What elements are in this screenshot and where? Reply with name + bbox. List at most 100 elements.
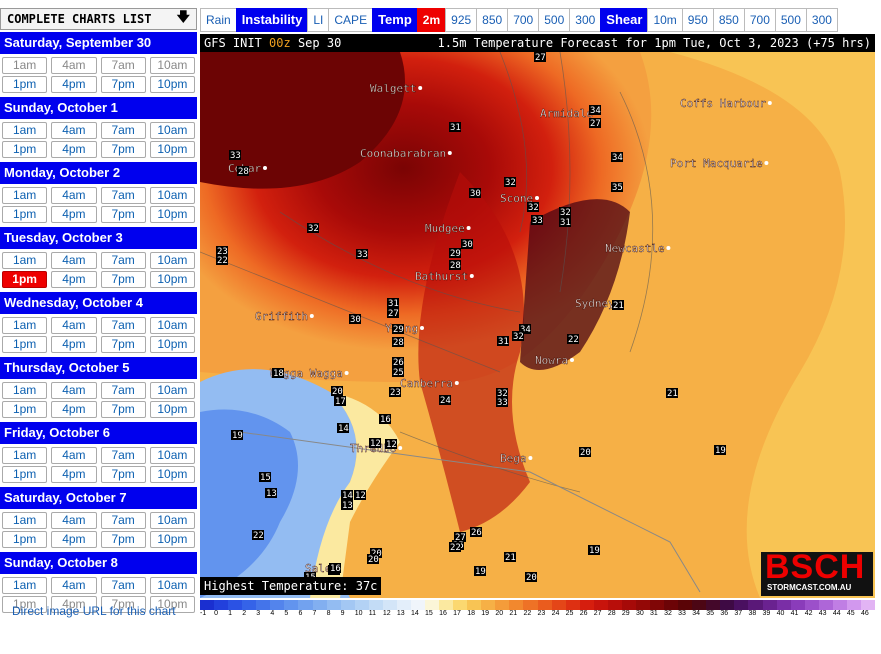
time-slot-button[interactable]: 10am — [149, 57, 195, 74]
time-slot-button[interactable]: 10am — [149, 382, 195, 399]
time-slot-button[interactable]: 1pm — [2, 336, 48, 353]
time-slot-button[interactable]: 10pm — [149, 76, 195, 93]
chart-option-700[interactable]: 700 — [507, 8, 540, 32]
time-slot-button[interactable]: 7am — [100, 317, 146, 334]
time-slot-button[interactable]: 10pm — [149, 336, 195, 353]
time-slot-button[interactable]: 4pm — [51, 141, 97, 158]
time-slot-button[interactable]: 1pm — [2, 76, 48, 93]
legend-label: 24 — [551, 610, 560, 617]
time-slot-button[interactable]: 10pm — [149, 466, 195, 483]
time-slot-button[interactable]: 1am — [2, 447, 48, 464]
time-slot-button[interactable]: 4am — [51, 252, 97, 269]
chart-option-700[interactable]: 700 — [743, 8, 776, 32]
time-slot-button[interactable]: 1pm — [2, 206, 48, 223]
time-slot-button[interactable]: 4pm — [51, 336, 97, 353]
time-slot-button[interactable]: 10am — [149, 317, 195, 334]
time-slot-button[interactable]: 10am — [149, 512, 195, 529]
chart-option-2m[interactable]: 2m — [416, 8, 447, 32]
chart-option-850[interactable]: 850 — [712, 8, 745, 32]
time-slot-button[interactable]: 1am — [2, 187, 48, 204]
time-slot-button[interactable]: 4pm — [51, 466, 97, 483]
time-slot-button[interactable]: 4pm — [51, 76, 97, 93]
time-slot-button[interactable]: 10am — [149, 252, 195, 269]
time-slot-button[interactable]: 4pm — [51, 206, 97, 223]
time-slot-button[interactable]: 10am — [149, 577, 195, 594]
time-slot-button[interactable]: 1pm — [2, 466, 48, 483]
time-slot-button[interactable]: 7pm — [100, 531, 146, 548]
time-slot-button[interactable]: 7pm — [100, 76, 146, 93]
legend-label: 36 — [720, 610, 729, 617]
time-slot-button[interactable]: 10am — [149, 447, 195, 464]
time-slot-button[interactable]: 1am — [2, 317, 48, 334]
time-slot-button[interactable]: 7am — [100, 382, 146, 399]
time-slot-button[interactable]: 4am — [51, 382, 97, 399]
chart-option-300[interactable]: 300 — [805, 8, 838, 32]
time-slot-button[interactable]: 10am — [149, 122, 195, 139]
time-slot-button[interactable]: 1am — [2, 382, 48, 399]
time-slot-button[interactable]: 4am — [51, 317, 97, 334]
time-slot-button[interactable]: 4am — [51, 57, 97, 74]
time-slot-button[interactable]: 4am — [51, 187, 97, 204]
chart-option-950[interactable]: 950 — [681, 8, 714, 32]
day-block: Thursday, October 5 1am 4am 7am 10am 1pm 4pm 7p… — [0, 357, 197, 420]
chart-option-cape[interactable]: CAPE — [328, 8, 374, 32]
chart-option-rain[interactable]: Rain — [200, 8, 237, 32]
legend-swatch — [860, 600, 875, 610]
time-slot-button[interactable]: 7pm — [100, 206, 146, 223]
time-slot-button[interactable]: 4pm — [51, 531, 97, 548]
time-slots: 1am 4am 7am 10am 1pm 4pm 7pm 10pm — [0, 509, 197, 550]
time-slot-button[interactable]: 1pm — [2, 141, 48, 158]
direct-image-url-link[interactable]: Direct image URL for this chart — [12, 604, 176, 618]
time-slot-button[interactable]: 7am — [100, 512, 146, 529]
time-slot-button[interactable]: 10pm — [149, 206, 195, 223]
time-slot-button[interactable]: 4am — [51, 122, 97, 139]
city-label: Griffith — [255, 310, 308, 323]
value-bg — [449, 260, 461, 270]
time-slot-button[interactable]: 7pm — [100, 466, 146, 483]
chart-option-925[interactable]: 925 — [445, 8, 478, 32]
time-slot-button[interactable]: 1pm — [2, 271, 48, 288]
time-slot-button[interactable]: 7pm — [100, 336, 146, 353]
time-slot-button[interactable]: 4pm — [51, 401, 97, 418]
chart-option-500[interactable]: 500 — [538, 8, 571, 32]
chart-option-850[interactable]: 850 — [476, 8, 509, 32]
time-slot-button[interactable]: 7am — [100, 447, 146, 464]
time-slot-button[interactable]: 4am — [51, 447, 97, 464]
time-slot-button[interactable]: 7am — [100, 577, 146, 594]
time-slot-button[interactable]: 7pm — [100, 401, 146, 418]
time-slot-button[interactable]: 7am — [100, 57, 146, 74]
legend-label: 25 — [565, 610, 574, 617]
chart-option-10m[interactable]: 10m — [647, 8, 683, 32]
time-slot-button[interactable]: 4pm — [51, 271, 97, 288]
time-slot-button[interactable]: 1am — [2, 122, 48, 139]
time-slot-button[interactable]: 1am — [2, 512, 48, 529]
time-slot-button[interactable]: 1am — [2, 57, 48, 74]
temperature-value: 21 — [505, 553, 516, 563]
complete-charts-list-header[interactable]: COMPLETE CHARTS LIST 🡇 — [0, 8, 197, 30]
time-slot-button[interactable]: 10pm — [149, 401, 195, 418]
value-bg — [231, 430, 243, 440]
time-slot-button[interactable]: 7pm — [100, 271, 146, 288]
chart-option-500[interactable]: 500 — [774, 8, 807, 32]
temperature-value: 31 — [498, 337, 509, 347]
time-slot-button[interactable]: 1pm — [2, 531, 48, 548]
time-slot-button[interactable]: 1pm — [2, 401, 48, 418]
chart-option-li[interactable]: LI — [307, 8, 330, 32]
time-slot-button[interactable]: 7am — [100, 187, 146, 204]
time-slot-button[interactable]: 10pm — [149, 531, 195, 548]
time-slot-button[interactable]: 10pm — [149, 271, 195, 288]
time-slot-button[interactable]: 4am — [51, 512, 97, 529]
time-slot-button[interactable]: 7am — [100, 122, 146, 139]
time-slot-button[interactable]: 7pm — [100, 141, 146, 158]
time-slots: 1am 4am 7am 10am 1pm 4pm 7pm 10pm — [0, 444, 197, 485]
time-slot-button[interactable]: 1am — [2, 252, 48, 269]
time-slot-button[interactable]: 7am — [100, 252, 146, 269]
time-slot-button[interactable]: 4am — [51, 577, 97, 594]
time-slot-button[interactable]: 10am — [149, 187, 195, 204]
chart-option-300[interactable]: 300 — [569, 8, 602, 32]
legend-swatch — [692, 600, 707, 610]
temperature-value: 22 — [253, 531, 264, 541]
legend-swatch — [214, 600, 229, 610]
time-slot-button[interactable]: 1am — [2, 577, 48, 594]
time-slot-button[interactable]: 10pm — [149, 141, 195, 158]
